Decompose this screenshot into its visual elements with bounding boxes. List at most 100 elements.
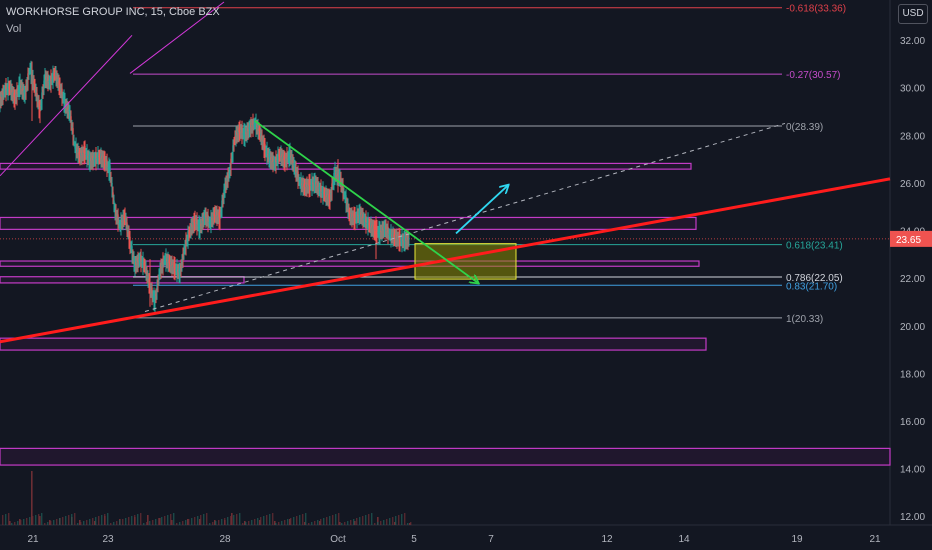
candle-body [82,152,84,154]
volume-bar [239,513,241,525]
candle-body [379,227,381,233]
volume-bar [323,518,325,525]
candle-body [281,154,283,158]
volume-bar [242,523,244,525]
candle-body [328,194,330,199]
cyan-breakout-trendline [455,185,508,235]
candle-body [108,163,110,170]
candle-body [391,234,393,237]
candle-body [0,96,2,100]
volume-bar [272,513,274,525]
candle-body [131,246,133,252]
candle-body [407,235,409,240]
volume-indicator-label[interactable]: Vol [6,23,22,35]
volume-bar [311,522,313,525]
volume-bar [290,518,292,525]
candle-body [104,157,106,162]
candle-body [230,158,232,165]
volume-bar [353,519,355,525]
candle-body [27,73,29,80]
candle-body [106,159,108,166]
candle-body [260,133,262,137]
candle-body [224,183,226,188]
candle-body [351,212,353,218]
candle-body [114,208,116,212]
candle-body [239,126,241,131]
candle-body [291,155,293,161]
volume-bar [140,513,142,525]
candle-body [52,71,54,78]
volume-bar [170,514,172,525]
candle-body [182,253,184,258]
candle-body [157,280,159,284]
candle-body [397,237,399,240]
candle-body [222,198,224,201]
candle-body [76,149,78,152]
candle-body [295,167,297,172]
candle-body [315,181,317,185]
candle-body [257,124,259,130]
volume-bar [296,516,298,525]
candle-body [113,200,115,204]
candle-body [40,104,42,107]
candle-body [348,209,350,213]
x-tick-label: 23 [102,534,114,545]
candle-body [232,145,234,152]
volume-bar [305,513,307,525]
candle-body [360,212,362,216]
volume-bar [332,515,334,525]
candle-body [51,79,53,81]
volume-bar [409,523,411,525]
candle-body [135,261,137,265]
candle-body [253,124,255,126]
volume-bar [341,523,343,525]
candle-body [80,152,82,156]
volume-bar [401,514,403,525]
candle-body [5,83,7,90]
candle-body [107,167,109,169]
candle-body [367,218,369,224]
volume-bar [147,515,149,525]
volume-bar [14,522,16,525]
candle-body [323,192,325,194]
candle-body [177,270,179,272]
volume-bar [176,523,178,525]
volume-bar [389,518,391,525]
candle-body [271,158,273,162]
candle-body [385,225,387,230]
candle-body [78,151,80,155]
candle-body [17,91,19,93]
volume-bar [41,513,43,525]
candle-body [140,254,142,261]
volume-bar [191,518,193,525]
fib-level-label: -0.27(30.57) [786,70,840,81]
candle-body [99,155,101,157]
volume-bar [62,517,64,525]
candle-body [316,182,318,186]
candle-body [15,95,17,97]
candle-body [209,223,211,225]
y-tick-label: 32.00 [900,36,925,47]
candle-body [93,158,95,160]
volume-bar [209,523,211,525]
candle-body [46,77,48,81]
candle-body [219,212,221,219]
candle-body [269,154,271,160]
volume-bar [293,517,295,525]
candle-body [373,225,375,230]
candle-body [198,221,200,227]
candle-body [231,157,233,159]
volume-bar [274,521,276,525]
volume-bar [395,516,397,525]
candle-body [392,232,394,237]
currency-button[interactable]: USD [898,4,928,24]
volume-bar [59,518,61,525]
candle-body [225,181,227,185]
volume-bar [404,513,406,525]
volume-bar [29,517,31,525]
candle-body [259,130,261,133]
candle-body [102,156,104,160]
volume-bar [394,522,396,525]
volume-bar [101,515,103,525]
